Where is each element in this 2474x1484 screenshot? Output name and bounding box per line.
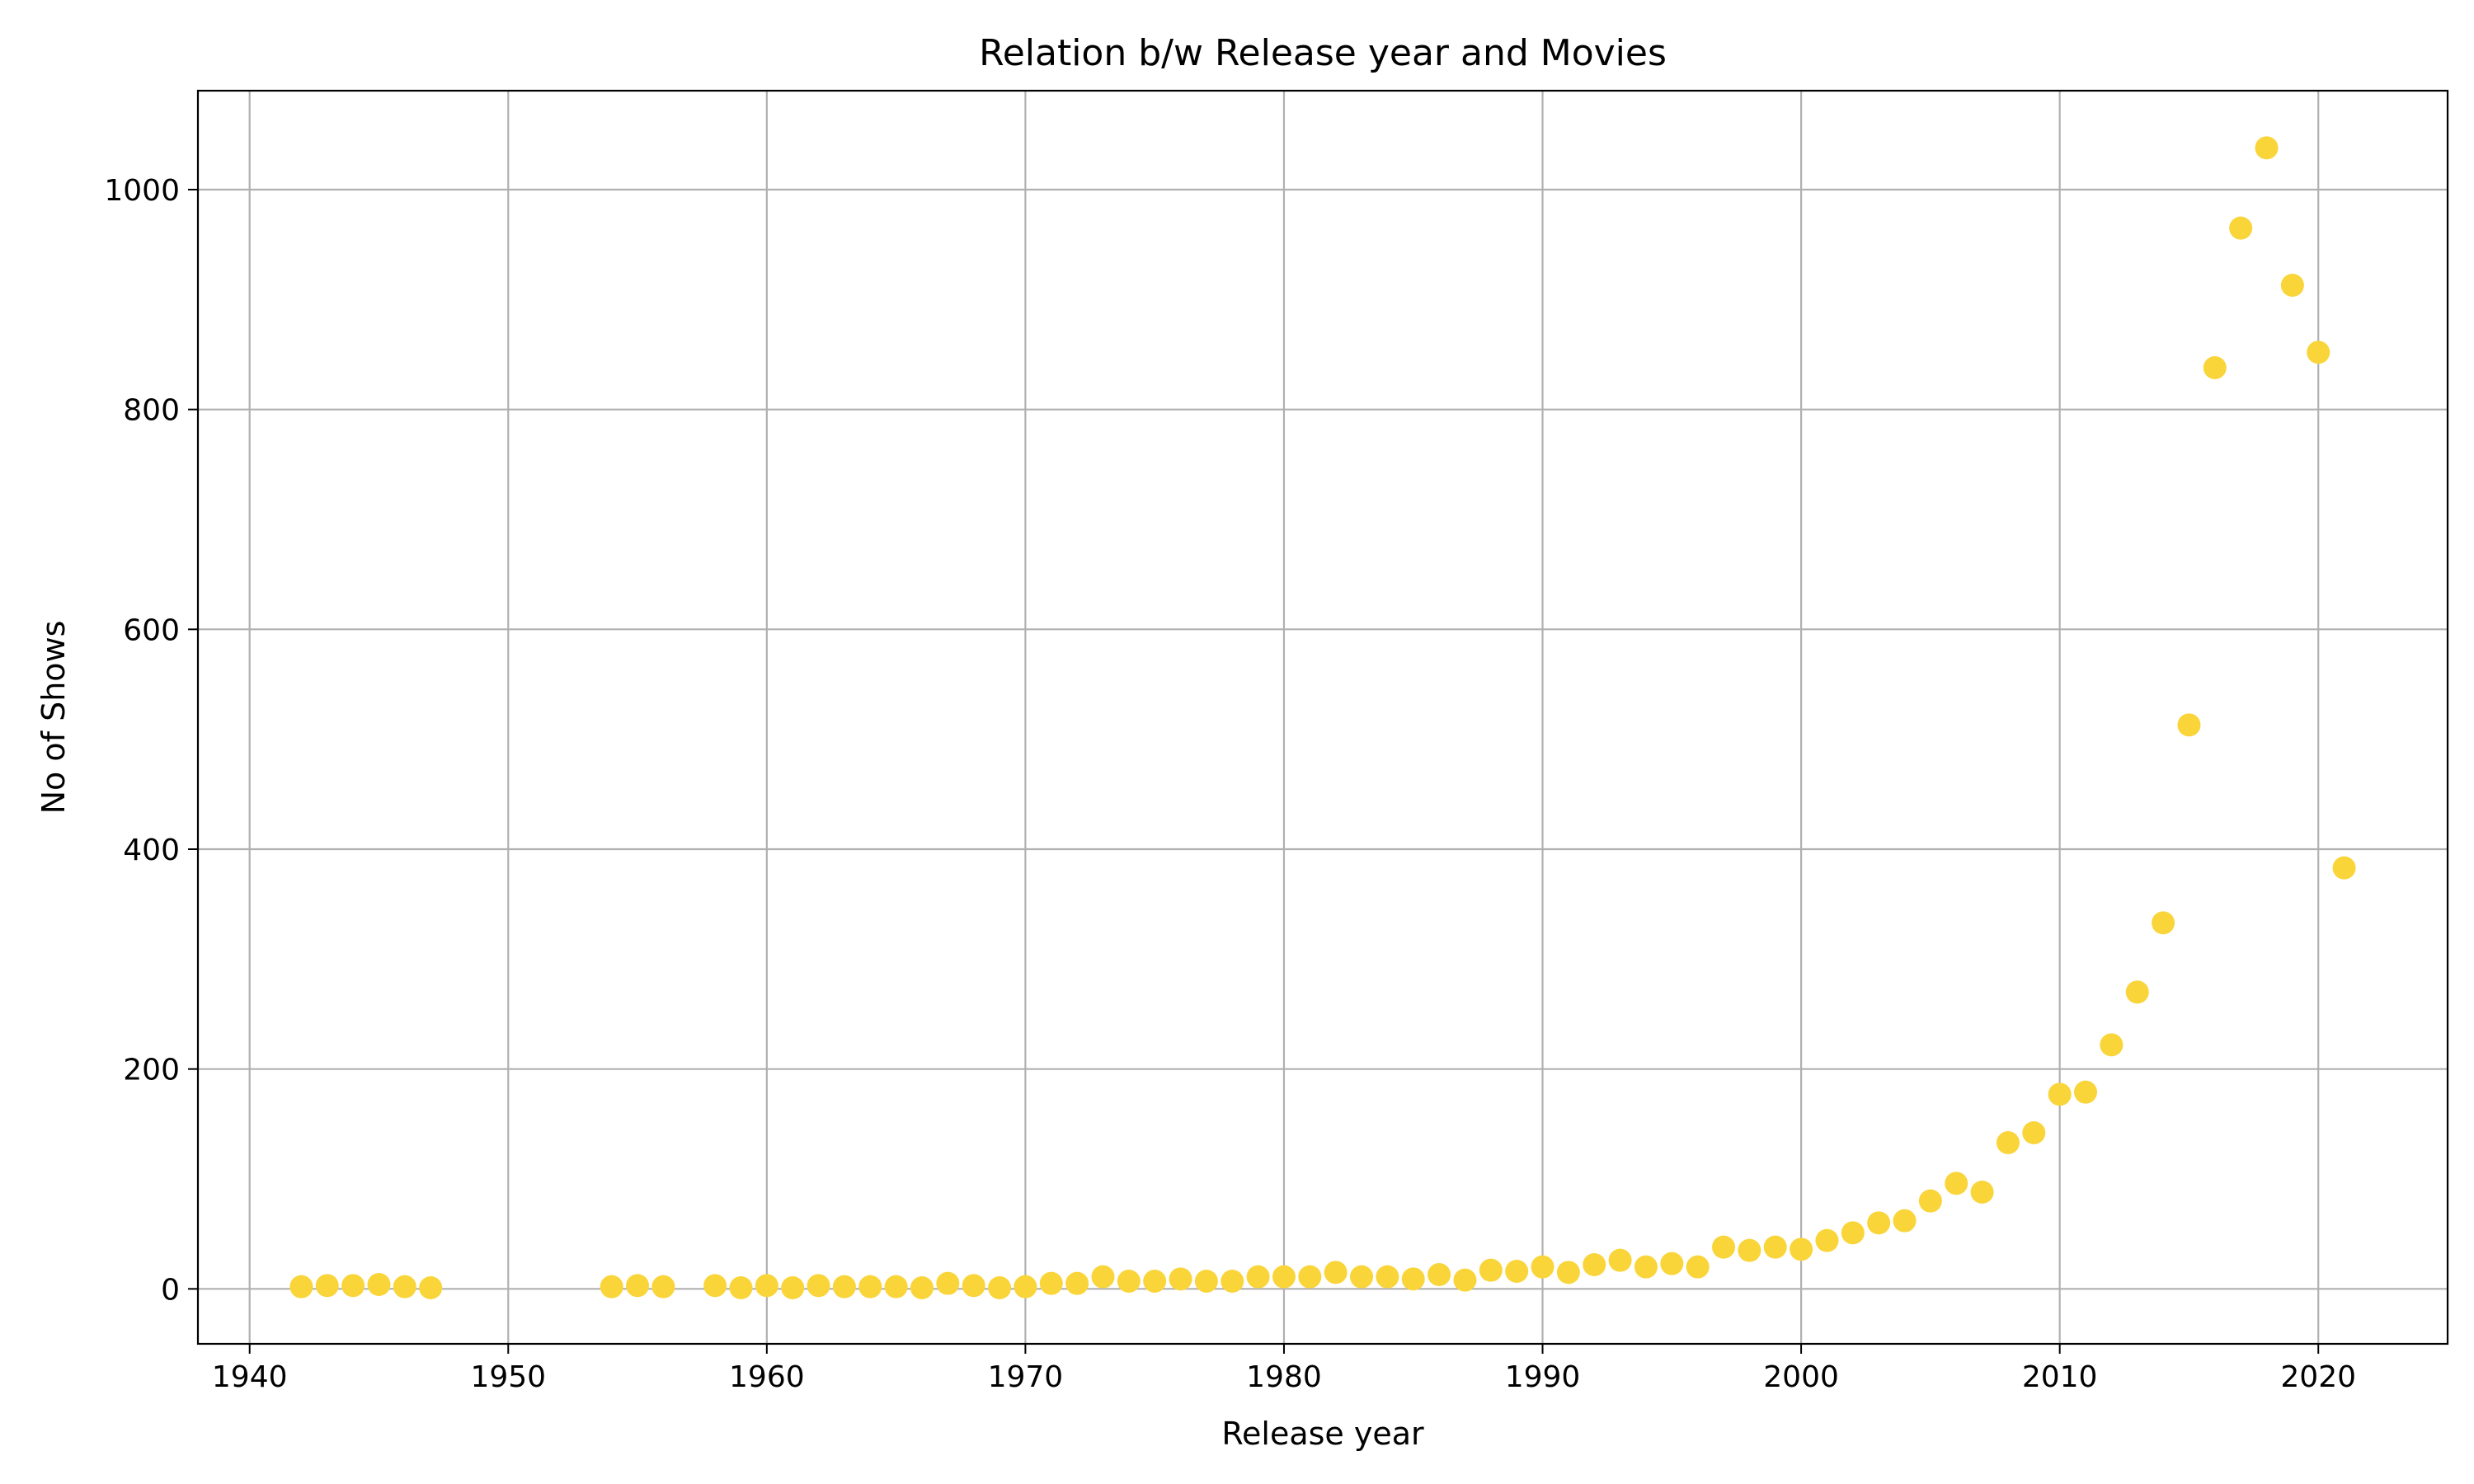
data-point — [1608, 1248, 1632, 1272]
data-point — [1660, 1252, 1684, 1275]
data-point — [1996, 1131, 2020, 1154]
data-point — [1143, 1270, 1167, 1293]
data-point — [755, 1274, 778, 1298]
data-point — [703, 1274, 727, 1298]
grid-layer — [198, 91, 2448, 1344]
chart-title: Relation b/w Release year and Movies — [979, 32, 1667, 74]
data-point — [1712, 1235, 1736, 1259]
data-point — [858, 1275, 882, 1298]
data-point — [341, 1274, 365, 1298]
x-tick-label: 1980 — [1246, 1360, 1322, 1394]
data-point — [1970, 1181, 1994, 1204]
data-point — [2048, 1082, 2072, 1106]
data-point — [1918, 1189, 1942, 1213]
data-point — [1763, 1235, 1787, 1259]
y-tick-label: 600 — [123, 613, 180, 647]
data-point — [832, 1275, 856, 1298]
x-tick-label: 1970 — [988, 1360, 1064, 1394]
y-tick-label: 800 — [123, 394, 180, 428]
data-point — [626, 1274, 650, 1298]
x-tick-label: 2020 — [2280, 1360, 2356, 1394]
data-point — [1634, 1255, 1658, 1279]
data-point — [1221, 1270, 1244, 1293]
x-tick-label: 2000 — [1763, 1360, 1839, 1394]
data-point — [936, 1271, 960, 1295]
data-point — [1272, 1265, 1296, 1289]
data-point — [729, 1276, 753, 1299]
point-layer — [289, 136, 2356, 1299]
data-point — [1376, 1265, 1399, 1289]
data-point — [393, 1275, 416, 1298]
data-point — [884, 1275, 908, 1298]
data-point — [2203, 356, 2227, 379]
data-point — [419, 1276, 443, 1299]
y-tick-label: 400 — [123, 834, 180, 867]
data-point — [2280, 274, 2304, 297]
data-point — [1298, 1265, 1322, 1289]
data-point — [2125, 980, 2149, 1004]
x-tick-label: 1950 — [470, 1360, 546, 1394]
data-point — [367, 1273, 391, 1296]
data-point — [1479, 1258, 1503, 1282]
y-axis-label: No of Shows — [35, 621, 72, 815]
x-axis-label: Release year — [1221, 1416, 1424, 1452]
data-point — [1117, 1270, 1141, 1293]
data-point — [1169, 1267, 1192, 1291]
data-point — [1867, 1211, 1891, 1235]
data-point — [1531, 1255, 1554, 1279]
data-point — [1194, 1270, 1218, 1293]
data-point — [1893, 1209, 1917, 1233]
data-point — [1039, 1271, 1063, 1295]
data-point — [2152, 911, 2175, 935]
data-point — [1427, 1263, 1451, 1286]
data-point — [315, 1274, 339, 1298]
data-point — [1738, 1238, 1761, 1262]
data-point — [807, 1274, 830, 1298]
data-point — [1246, 1265, 1270, 1289]
data-point — [2255, 136, 2279, 160]
y-tick-label: 0 — [161, 1273, 180, 1307]
data-point — [1350, 1265, 1374, 1289]
data-point — [1815, 1228, 1839, 1252]
x-tick-label: 1940 — [212, 1360, 288, 1394]
x-tick-label: 2010 — [2022, 1360, 2098, 1394]
data-point — [2100, 1033, 2124, 1057]
data-point — [1505, 1260, 1529, 1283]
x-tick-label: 1990 — [1505, 1360, 1581, 1394]
tick-layer: 1940 1950 1960 1970 1980 1990 2000 2010 2020 0 200… — [104, 174, 2356, 1394]
data-point — [1790, 1237, 1813, 1261]
data-point — [1014, 1275, 1037, 1298]
data-point — [2074, 1080, 2098, 1104]
data-point — [1091, 1265, 1115, 1289]
x-tick-label: 1960 — [729, 1360, 805, 1394]
plot-frame — [196, 89, 2449, 1345]
data-point — [910, 1276, 934, 1299]
data-point — [1686, 1255, 1710, 1279]
data-point — [2307, 340, 2331, 364]
data-point — [600, 1275, 623, 1298]
y-tick-label: 200 — [123, 1054, 180, 1087]
data-point — [781, 1276, 805, 1299]
data-point — [1324, 1261, 1348, 1284]
data-point — [1945, 1172, 1968, 1195]
data-point — [2022, 1121, 2046, 1144]
data-point — [962, 1274, 985, 1298]
data-point — [988, 1276, 1012, 1299]
data-point — [2332, 856, 2356, 880]
data-point — [1401, 1267, 1425, 1291]
data-point — [1065, 1271, 1089, 1295]
data-point — [1556, 1261, 1580, 1284]
y-tick-label: 1000 — [104, 174, 180, 208]
data-point — [1841, 1221, 1865, 1245]
data-point — [1583, 1253, 1606, 1276]
data-point — [2229, 216, 2253, 240]
data-point — [289, 1275, 313, 1298]
data-point — [651, 1275, 675, 1298]
data-point — [1453, 1268, 1477, 1292]
data-point — [2177, 713, 2201, 737]
